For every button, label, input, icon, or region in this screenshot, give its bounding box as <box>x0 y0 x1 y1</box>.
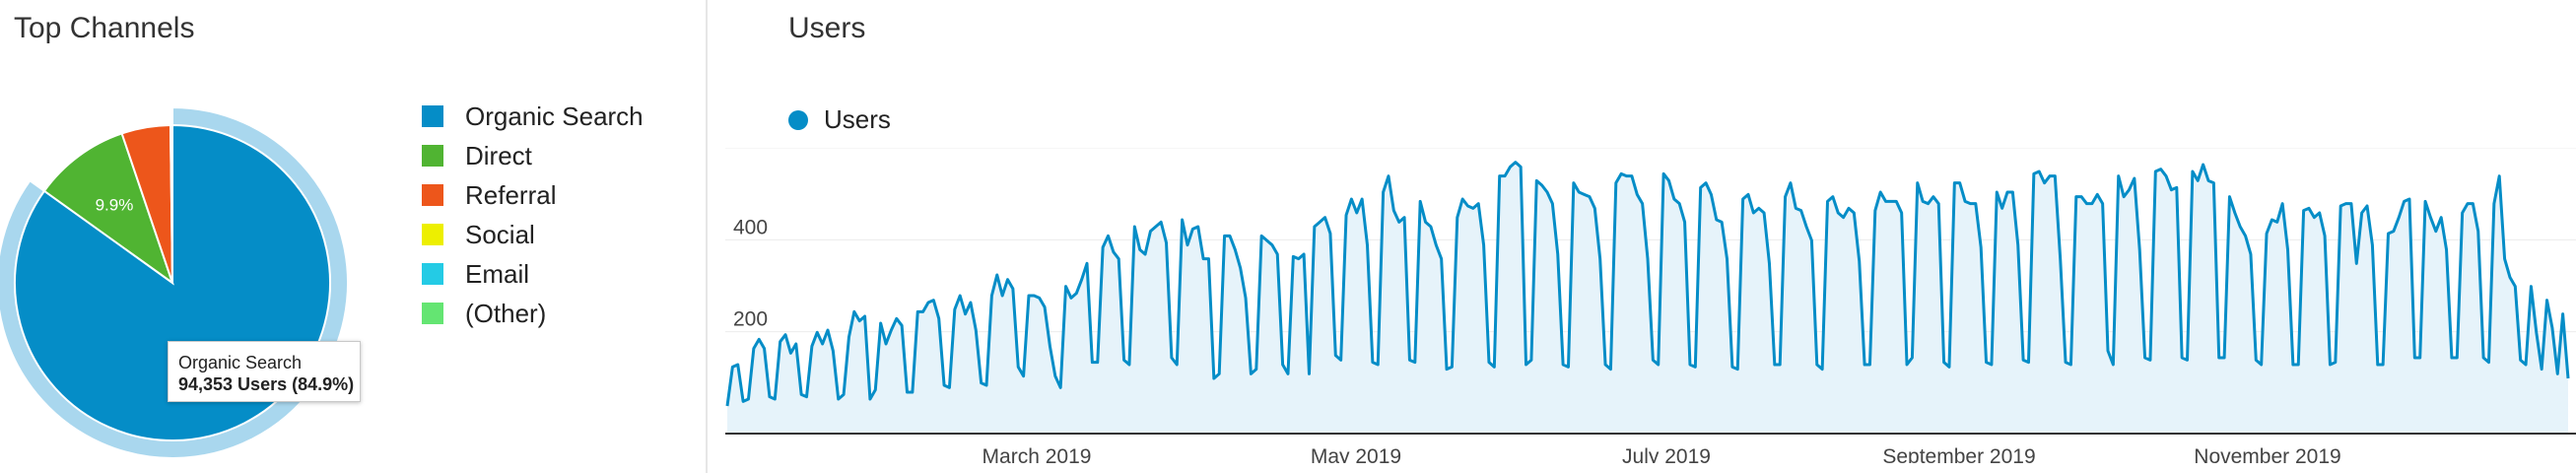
legend-swatch <box>422 184 443 206</box>
legend-label: Email <box>465 258 530 289</box>
legend-item-email[interactable]: Email <box>422 254 644 294</box>
x-tick-label: November 2019 <box>2194 445 2340 463</box>
users-legend-dot <box>788 109 808 130</box>
legend-item-direct[interactable]: Direct <box>422 136 644 175</box>
legend-item-organic-search[interactable]: Organic Search <box>422 97 644 136</box>
y-tick-label: 400 <box>733 216 768 238</box>
top-channels-pie-chart[interactable]: 9.9% <box>0 0 414 473</box>
legend-swatch <box>422 224 443 245</box>
pie-data-label-direct: 9.9% <box>96 195 134 214</box>
x-tick-label: May 2019 <box>1311 445 1401 463</box>
legend-label: (Other) <box>465 298 547 328</box>
users-area-fill <box>727 162 2568 434</box>
x-tick-label: July 2019 <box>1622 445 1711 463</box>
legend-label: Organic Search <box>465 101 644 131</box>
legend-swatch <box>422 303 443 324</box>
pie-slice-direct[interactable] <box>42 132 174 286</box>
top-channels-title: Top Channels <box>14 12 195 44</box>
pie-legend: Organic Search Direct Referral Social Email (… <box>422 97 644 333</box>
tooltip-users-value: 94,353 Users (84.9%) <box>178 374 355 394</box>
top-channels-panel: Top Channels 9.9% Organic Search Direct Re… <box>0 0 706 473</box>
legend-label: Referral <box>465 179 557 210</box>
legend-item-other[interactable]: (Other) <box>422 294 644 333</box>
legend-item-social[interactable]: Social <box>422 215 644 254</box>
users-title: Users <box>788 12 866 44</box>
pie-tooltip: Organic Search 94,353 Users (84.9%) <box>168 341 361 402</box>
tooltip-channel-label: Organic Search <box>178 353 303 372</box>
legend-swatch <box>422 145 443 167</box>
legend-label: Social <box>465 219 535 249</box>
x-tick-label: September 2019 <box>1882 445 2035 463</box>
pie-slice-other[interactable] <box>170 123 173 284</box>
panel-divider <box>706 0 708 473</box>
legend-swatch <box>422 105 443 127</box>
legend-item-referral[interactable]: Referral <box>422 175 644 215</box>
users-series-legend[interactable]: Users <box>788 104 891 135</box>
y-tick-label: 200 <box>733 308 768 331</box>
legend-label: Direct <box>465 140 532 170</box>
legend-swatch <box>422 263 443 285</box>
x-tick-label: March 2019 <box>983 445 1092 463</box>
users-panel: Users <box>708 0 2576 473</box>
users-series-line[interactable] <box>725 161 2570 407</box>
users-legend-label: Users <box>824 104 891 134</box>
